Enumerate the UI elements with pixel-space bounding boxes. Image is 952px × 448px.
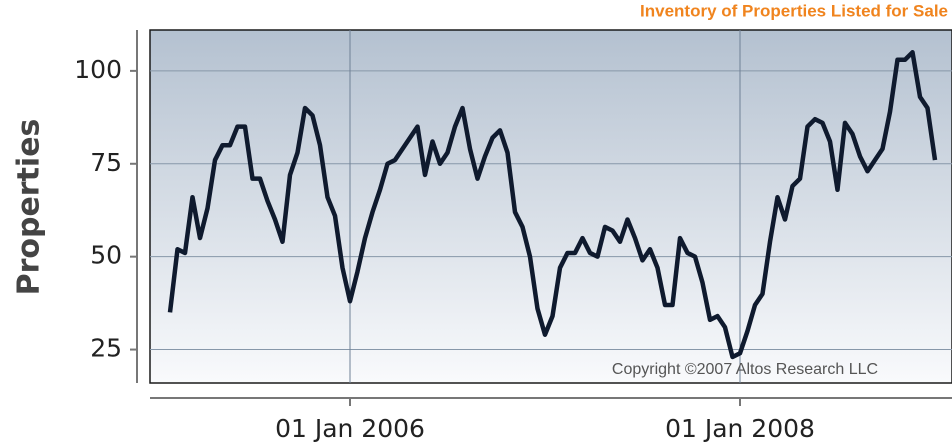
y-tick-label: 75 bbox=[90, 148, 122, 177]
y-axis-label: Properties bbox=[12, 119, 47, 296]
data-line bbox=[167, 50, 938, 360]
chart-title: Inventory of Properties Listed for Sale bbox=[640, 1, 948, 20]
x-tick-label: 01 Jan 2006 bbox=[275, 414, 425, 443]
y-tick-label: 25 bbox=[90, 334, 122, 363]
copyright: Copyright ©2007 Altos Research LLC bbox=[612, 361, 878, 378]
y-tick-label: 100 bbox=[74, 55, 122, 84]
grid bbox=[150, 30, 952, 383]
x-tick-label: 01 Jan 2008 bbox=[665, 414, 815, 443]
y-tick-label: 50 bbox=[90, 241, 122, 270]
marks bbox=[167, 50, 938, 360]
